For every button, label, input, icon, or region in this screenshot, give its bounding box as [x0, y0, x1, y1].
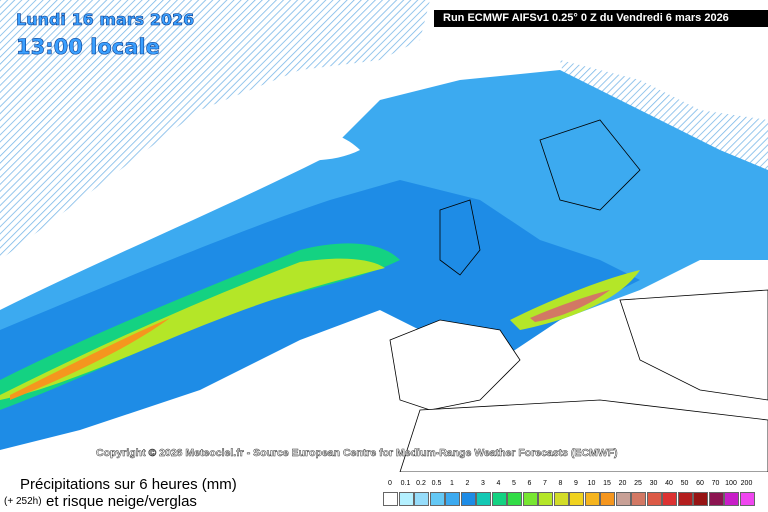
- legend-swatch: [600, 492, 615, 506]
- britain: [439, 199, 481, 276]
- legend-label: 60: [696, 480, 704, 487]
- legend-label: 40: [665, 480, 673, 487]
- legend-label: 1: [450, 480, 454, 487]
- legend-label: 2: [465, 480, 470, 487]
- legend-label: 6: [527, 480, 532, 487]
- legend-swatch: [615, 492, 631, 506]
- legend-label: 10: [587, 480, 596, 487]
- copyright: Copyright © 2026 Meteociel.fr - Source E…: [96, 447, 618, 459]
- run-info: Run ECMWF AIFSv1 0.25° 0 Z du Vendredi 6…: [434, 10, 768, 27]
- snow-risk-area: [0, 0, 430, 260]
- legend-label: 0.1: [400, 480, 411, 487]
- legend-swatch: [460, 492, 476, 506]
- legend-label: 4: [496, 480, 501, 487]
- legend-label: 30: [649, 480, 658, 487]
- legend-swatch: [429, 492, 445, 506]
- legend-label: 0: [388, 480, 392, 487]
- color-scale: 0 0.1 0.2 0.5 1 2 3 4 5 6 7 8 9 10 15 20 25 30 40 50 60 70 100…: [383, 480, 763, 510]
- north-africa: [399, 399, 768, 472]
- legend-label: 3: [481, 480, 485, 487]
- precip-area: [0, 258, 385, 400]
- legend-label: 100: [725, 480, 737, 487]
- legend-swatch: [708, 492, 724, 506]
- legend-swatch: [476, 492, 491, 506]
- legend-swatch: [646, 492, 662, 506]
- legend-swatch: [693, 492, 708, 506]
- legend-label: 0.2: [416, 480, 426, 487]
- legend-swatch: [569, 492, 584, 506]
- legend-swatch: [398, 492, 414, 506]
- lead-time: (+ 252h): [4, 496, 42, 507]
- legend-swatch: [522, 492, 538, 506]
- precip-area: [530, 290, 610, 322]
- legend-swatch: [631, 492, 646, 506]
- legend-swatch: [507, 492, 522, 506]
- legend-swatch: [584, 492, 600, 506]
- legend-swatch: [414, 492, 429, 506]
- legend-swatch: [383, 492, 398, 506]
- legend-label: 8: [558, 480, 563, 487]
- legend-swatch: [662, 492, 677, 506]
- legend-label: 5: [512, 480, 516, 487]
- legend-swatch: [491, 492, 507, 506]
- date: Lundi 16 mars 2026: [16, 10, 194, 29]
- legend-swatch: [538, 492, 553, 506]
- legend-panel: Précipitations sur 6 heures (mm) (+ 252h…: [0, 472, 768, 512]
- legend-title: Précipitations sur 6 heures (mm): [20, 476, 237, 493]
- legend-swatch: [677, 492, 693, 506]
- map: Lundi 16 mars 2026 13:00 locale Copyrigh…: [0, 0, 768, 472]
- legend-label: 20: [618, 480, 627, 487]
- scandinavia: [539, 119, 641, 211]
- legend-subtitle: et risque neige/verglas: [46, 493, 197, 510]
- iceland: [260, 129, 360, 161]
- legend-swatch: [445, 492, 460, 506]
- legend-label: 15: [603, 480, 611, 487]
- iberia: [389, 319, 521, 411]
- legend-swatch: [739, 492, 755, 506]
- time: 13:00 locale: [16, 35, 160, 59]
- legend-label: 7: [543, 480, 547, 487]
- legend-label: 0.5: [431, 480, 442, 487]
- legend-label: 200: [740, 480, 753, 487]
- legend-label: 25: [634, 480, 642, 487]
- legend-swatch: [553, 492, 569, 506]
- legend-swatch: [724, 492, 739, 506]
- legend-label: 70: [711, 480, 720, 487]
- balkans-turkey: [619, 289, 768, 401]
- legend-label: 9: [574, 480, 578, 487]
- precip-area: [0, 180, 640, 450]
- precip-area: [10, 318, 170, 400]
- legend-label: 50: [680, 480, 689, 487]
